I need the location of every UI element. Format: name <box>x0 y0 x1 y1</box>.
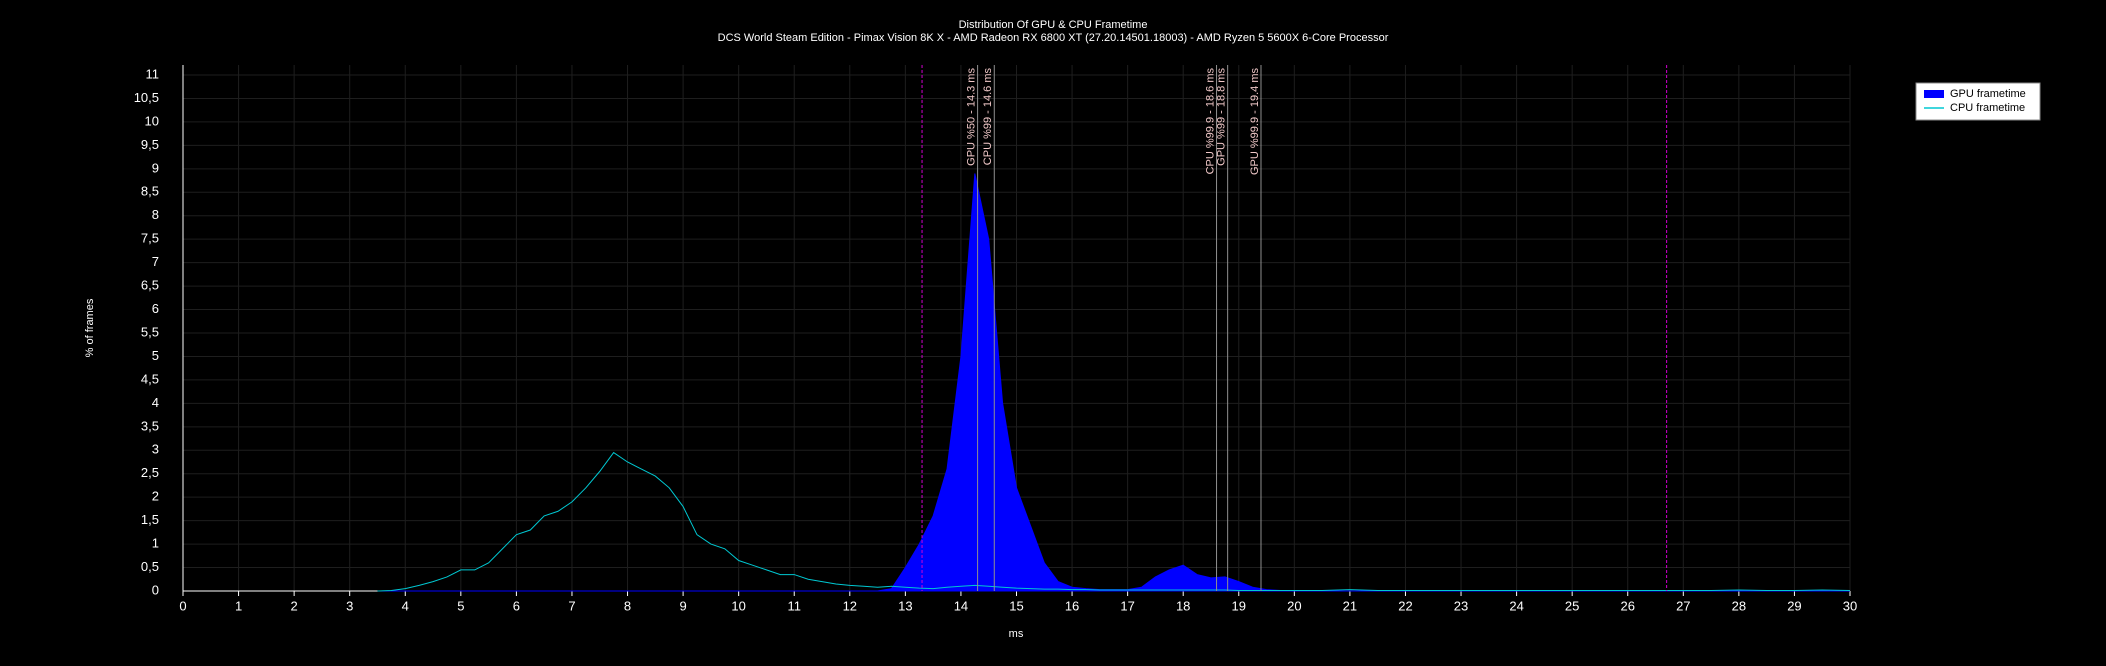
y-tick-label: 0,5 <box>141 559 159 574</box>
y-tick-label: 0 <box>152 582 159 597</box>
x-tick-label: 15 <box>1009 598 1023 613</box>
y-tick-label: 11 <box>146 66 160 81</box>
chart-subtitle: DCS World Steam Edition - Pimax Vision 8… <box>718 32 1389 44</box>
percentile-label: CPU %99.9 - 18.6 ms <box>1204 68 1216 175</box>
y-tick-label: 6,5 <box>141 278 159 293</box>
x-tick-label: 28 <box>1732 598 1746 613</box>
x-tick-label: 13 <box>898 598 912 613</box>
percentile-label: GPU %99.9 - 19.4 ms <box>1249 68 1261 175</box>
x-tick-label: 14 <box>954 598 968 613</box>
y-tick-label: 2,5 <box>141 465 159 480</box>
legend-swatch <box>1924 90 1944 98</box>
y-tick-label: 10,5 <box>134 90 159 105</box>
x-tick-label: 16 <box>1065 598 1079 613</box>
cpu-line <box>377 451 1851 592</box>
x-tick-label: 20 <box>1287 598 1301 613</box>
y-tick-label: 1,5 <box>141 512 159 527</box>
y-tick-label: 7 <box>152 254 159 269</box>
x-tick-label: 10 <box>731 598 745 613</box>
x-tick-label: 30 <box>1843 598 1857 613</box>
x-tick-label: 17 <box>1120 598 1134 613</box>
y-tick-label: 8,5 <box>141 184 159 199</box>
y-tick-label: 9 <box>152 160 159 175</box>
x-tick-label: 21 <box>1343 598 1357 613</box>
y-axis-label: % of frames <box>84 298 96 357</box>
x-tick-label: 8 <box>624 598 631 613</box>
x-tick-label: 27 <box>1676 598 1690 613</box>
legend-box <box>1915 82 2041 121</box>
x-tick-label: 7 <box>568 598 575 613</box>
x-tick-label: 23 <box>1454 598 1468 613</box>
chart-title: Distribution Of GPU & CPU Frametime <box>959 19 1148 31</box>
percentile-label: GPU %99 - 18.8 ms <box>1216 68 1228 166</box>
x-tick-label: 4 <box>402 598 409 613</box>
y-tick-label: 8 <box>152 207 159 222</box>
x-tick-label: 9 <box>679 598 686 613</box>
legend-label: CPU frametime <box>1950 102 2025 114</box>
x-tick-label: 2 <box>291 598 298 613</box>
x-tick-label: 5 <box>457 598 464 613</box>
gpu-area <box>377 173 1850 592</box>
x-tick-label: 19 <box>1232 598 1246 613</box>
percentile-label: CPU %99 - 14.6 ms <box>982 68 994 166</box>
x-tick-label: 3 <box>346 598 353 613</box>
y-tick-label: 6 <box>152 301 159 316</box>
y-tick-label: 1 <box>152 536 159 551</box>
y-tick-label: 10 <box>145 113 159 128</box>
x-tick-label: 26 <box>1620 598 1634 613</box>
x-tick-label: 6 <box>513 598 520 613</box>
y-tick-label: 4 <box>152 395 159 410</box>
x-axis-label: ms <box>1009 628 1024 640</box>
y-tick-label: 9,5 <box>141 137 159 152</box>
legend-label: GPU frametime <box>1950 88 2026 100</box>
x-tick-label: 12 <box>843 598 857 613</box>
x-tick-label: 24 <box>1509 598 1523 613</box>
x-tick-label: 11 <box>787 598 801 613</box>
legend: GPU frametime CPU frametime <box>1915 82 2041 121</box>
percentile-label: GPU %50 - 14.3 ms <box>966 68 978 166</box>
y-tick-label: 3,5 <box>141 418 159 433</box>
x-tick-label: 25 <box>1565 598 1579 613</box>
y-tick-label: 5,5 <box>141 324 159 339</box>
x-tick-label: 1 <box>235 598 242 613</box>
x-tick-label: 29 <box>1787 598 1801 613</box>
x-tick-label: 18 <box>1176 598 1190 613</box>
y-tick-label: 3 <box>152 442 159 457</box>
y-tick-label: 5 <box>152 348 159 363</box>
x-tick-label: 22 <box>1398 598 1412 613</box>
y-tick-label: 4,5 <box>141 371 159 386</box>
y-tick-label: 2 <box>152 489 159 504</box>
y-tick-label: 7,5 <box>141 231 159 246</box>
x-tick-label: 0 <box>179 598 186 613</box>
